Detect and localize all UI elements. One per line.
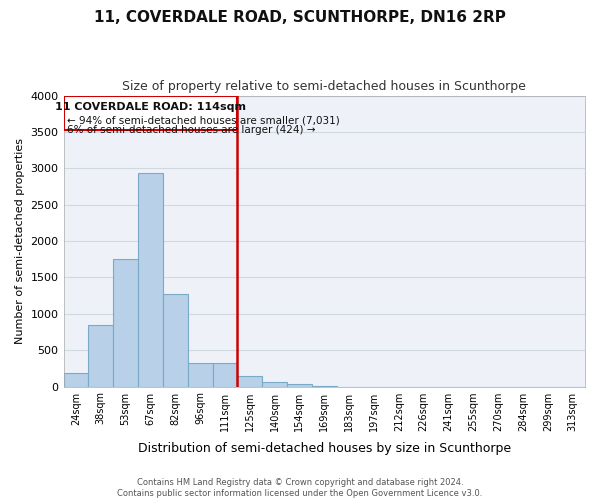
- Y-axis label: Number of semi-detached properties: Number of semi-detached properties: [15, 138, 25, 344]
- Bar: [88, 326, 113, 386]
- Text: 11 COVERDALE ROAD: 114sqm: 11 COVERDALE ROAD: 114sqm: [55, 102, 246, 112]
- Bar: [238, 376, 262, 386]
- Text: Contains HM Land Registry data © Crown copyright and database right 2024.
Contai: Contains HM Land Registry data © Crown c…: [118, 478, 482, 498]
- Bar: [138, 172, 163, 386]
- X-axis label: Distribution of semi-detached houses by size in Scunthorpe: Distribution of semi-detached houses by …: [138, 442, 511, 455]
- Bar: [188, 362, 212, 386]
- Bar: [212, 362, 238, 386]
- Bar: [64, 372, 88, 386]
- Bar: [163, 294, 188, 386]
- Text: 6% of semi-detached houses are larger (424) →: 6% of semi-detached houses are larger (4…: [67, 124, 316, 134]
- Bar: [64, 96, 238, 130]
- Text: ← 94% of semi-detached houses are smaller (7,031): ← 94% of semi-detached houses are smalle…: [67, 115, 340, 125]
- Title: Size of property relative to semi-detached houses in Scunthorpe: Size of property relative to semi-detach…: [122, 80, 526, 93]
- Bar: [113, 258, 138, 386]
- Text: 11, COVERDALE ROAD, SCUNTHORPE, DN16 2RP: 11, COVERDALE ROAD, SCUNTHORPE, DN16 2RP: [94, 10, 506, 25]
- Bar: [287, 384, 312, 386]
- Bar: [262, 382, 287, 386]
